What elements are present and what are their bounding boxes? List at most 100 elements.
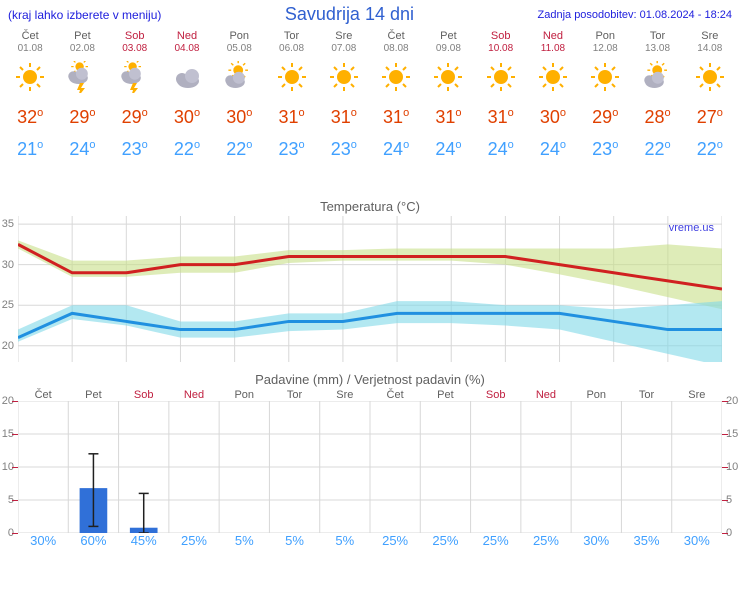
temp-high: 29o bbox=[579, 99, 631, 131]
temp-high: 28o bbox=[631, 99, 683, 131]
day-date: 12.08 bbox=[579, 43, 631, 55]
temp-low: 24o bbox=[56, 131, 108, 163]
forecast-day: Sre 14.08 27o 22o bbox=[684, 29, 736, 163]
weather-icon bbox=[109, 59, 161, 95]
precip-day-label: Ned bbox=[169, 389, 219, 401]
day-date: 08.08 bbox=[370, 43, 422, 55]
weather-icon bbox=[370, 59, 422, 95]
day-date: 04.08 bbox=[161, 43, 213, 55]
day-date: 05.08 bbox=[213, 43, 265, 55]
day-date: 13.08 bbox=[631, 43, 683, 55]
precip-day-label: Pon bbox=[571, 389, 621, 401]
temp-low: 22o bbox=[161, 131, 213, 163]
precip-percent-row: 30%60%45%25%5%5%5%25%25%25%25%30%35%30% bbox=[18, 533, 722, 548]
day-name: Sre bbox=[684, 29, 736, 43]
weather-icon bbox=[265, 59, 317, 95]
precip-day-label: Sre bbox=[320, 389, 370, 401]
precip-percent: 5% bbox=[269, 533, 319, 548]
y-tick-label: 35 bbox=[2, 218, 14, 230]
temp-chart: vreme.us 20253035 bbox=[18, 216, 722, 362]
day-date: 11.08 bbox=[527, 43, 579, 55]
precip-day-label: Pon bbox=[219, 389, 269, 401]
temp-low: 23o bbox=[318, 131, 370, 163]
day-name: Sre bbox=[318, 29, 370, 43]
precip-percent: 25% bbox=[521, 533, 571, 548]
precip-chart: 0055101015152020 bbox=[18, 401, 722, 533]
location-hint[interactable]: (kraj lahko izberete v meniju) bbox=[8, 8, 161, 22]
temp-high: 31o bbox=[370, 99, 422, 131]
day-name: Sob bbox=[475, 29, 527, 43]
temp-high: 31o bbox=[422, 99, 474, 131]
temp-low: 24o bbox=[527, 131, 579, 163]
temp-low: 23o bbox=[579, 131, 631, 163]
weather-icon bbox=[318, 59, 370, 95]
day-date: 09.08 bbox=[422, 43, 474, 55]
temp-high: 27o bbox=[684, 99, 736, 131]
precip-percent: 25% bbox=[370, 533, 420, 548]
day-name: Tor bbox=[265, 29, 317, 43]
precip-day-label: Tor bbox=[621, 389, 671, 401]
temp-high: 31o bbox=[475, 99, 527, 131]
forecast-day: Sob 10.08 31o 24o bbox=[475, 29, 527, 163]
precip-day-labels: ČetPetSobNedPonTorSreČetPetSobNedPonTorS… bbox=[18, 389, 722, 401]
day-date: 06.08 bbox=[265, 43, 317, 55]
forecast-day: Tor 13.08 28o 22o bbox=[631, 29, 683, 163]
precip-day-label: Čet bbox=[370, 389, 420, 401]
weather-icon bbox=[56, 59, 108, 95]
temp-high: 31o bbox=[318, 99, 370, 131]
precip-percent: 5% bbox=[219, 533, 269, 548]
temp-low: 22o bbox=[631, 131, 683, 163]
y-tick-label: 30 bbox=[2, 259, 14, 271]
precip-day-label: Pet bbox=[68, 389, 118, 401]
day-date: 03.08 bbox=[109, 43, 161, 55]
precip-day-label: Ned bbox=[521, 389, 571, 401]
temp-low: 22o bbox=[213, 131, 265, 163]
day-name: Tor bbox=[631, 29, 683, 43]
temp-low: 24o bbox=[370, 131, 422, 163]
page-title: Savudrija 14 dni bbox=[285, 4, 414, 25]
day-name: Pon bbox=[213, 29, 265, 43]
forecast-table: Čet 01.08 32o 21o Pet 02.08 29o 24o Sob … bbox=[0, 29, 740, 163]
weather-icon bbox=[527, 59, 579, 95]
day-name: Sob bbox=[109, 29, 161, 43]
temp-low: 21o bbox=[4, 131, 56, 163]
forecast-day: Pon 05.08 30o 22o bbox=[213, 29, 265, 163]
forecast-day: Čet 01.08 32o 21o bbox=[4, 29, 56, 163]
temp-high: 30o bbox=[213, 99, 265, 131]
weather-icon bbox=[4, 59, 56, 95]
precip-percent: 25% bbox=[471, 533, 521, 548]
precip-day-label: Čet bbox=[18, 389, 68, 401]
weather-icon bbox=[579, 59, 631, 95]
temp-low: 22o bbox=[684, 131, 736, 163]
forecast-day: Pet 09.08 31o 24o bbox=[422, 29, 474, 163]
day-name: Ned bbox=[527, 29, 579, 43]
precip-day-label: Sob bbox=[119, 389, 169, 401]
precip-percent: 5% bbox=[320, 533, 370, 548]
precip-percent: 30% bbox=[571, 533, 621, 548]
weather-icon bbox=[161, 59, 213, 95]
precip-percent: 60% bbox=[68, 533, 118, 548]
day-name: Pon bbox=[579, 29, 631, 43]
precip-percent: 30% bbox=[672, 533, 722, 548]
precip-day-label: Sre bbox=[672, 389, 722, 401]
precip-day-label: Tor bbox=[269, 389, 319, 401]
temp-high: 30o bbox=[161, 99, 213, 131]
forecast-day: Sre 07.08 31o 23o bbox=[318, 29, 370, 163]
last-update: Zadnja posodobitev: 01.08.2024 - 18:24 bbox=[538, 9, 732, 21]
temp-low: 23o bbox=[265, 131, 317, 163]
precip-chart-title: Padavine (mm) / Verjetnost padavin (%) bbox=[0, 372, 740, 387]
forecast-day: Tor 06.08 31o 23o bbox=[265, 29, 317, 163]
temp-high: 31o bbox=[265, 99, 317, 131]
day-name: Ned bbox=[161, 29, 213, 43]
precip-percent: 30% bbox=[18, 533, 68, 548]
y-tick-label: 25 bbox=[2, 299, 14, 311]
day-date: 02.08 bbox=[56, 43, 108, 55]
temp-chart-title: Temperatura (°C) bbox=[0, 199, 740, 214]
y-tick-label: 20 bbox=[2, 340, 14, 352]
temp-high: 29o bbox=[109, 99, 161, 131]
temp-high: 32o bbox=[4, 99, 56, 131]
forecast-day: Ned 04.08 30o 22o bbox=[161, 29, 213, 163]
temp-high: 29o bbox=[56, 99, 108, 131]
weather-icon bbox=[422, 59, 474, 95]
temp-low: 23o bbox=[109, 131, 161, 163]
